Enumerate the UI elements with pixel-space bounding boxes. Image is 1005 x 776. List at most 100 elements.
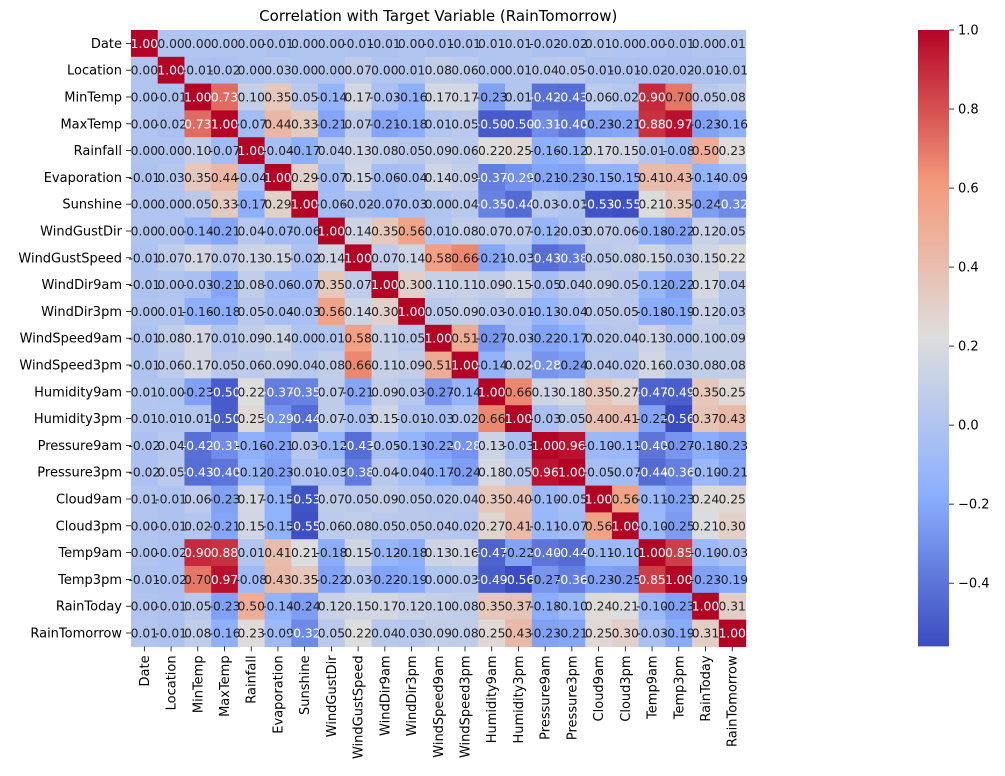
heatmap-cell <box>585 30 613 58</box>
cell-value-label: -0.23 <box>716 439 748 453</box>
cell-value-label: 0.17 <box>425 91 452 105</box>
cell-value-label: -0.29 <box>503 171 535 185</box>
heatmap-cell <box>184 217 212 245</box>
heatmap-cell <box>505 539 533 567</box>
cell-value-label: 0.00 <box>692 37 719 51</box>
cell-value-label: 0.41 <box>505 519 532 533</box>
cell-value-label: 0.35 <box>318 278 345 292</box>
cell-value-label: 0.02 <box>612 91 639 105</box>
cell-value-label: 0.37 <box>505 600 532 614</box>
cell-value-label: -0.23 <box>663 600 695 614</box>
cell-value-label: -0.06 <box>289 225 321 239</box>
cell-value-label: 0.05 <box>371 519 398 533</box>
cell-value-label: 0.01 <box>585 37 612 51</box>
cell-value-label: 0.35 <box>692 385 719 399</box>
heatmap-cell <box>638 566 666 594</box>
heatmap-cell <box>692 619 720 647</box>
heatmap-cell <box>638 298 666 326</box>
cell-value-label: 0.96 <box>531 466 559 480</box>
heatmap-cell <box>371 378 399 406</box>
cell-value-label: 0.05 <box>612 305 639 319</box>
y-tick-label: Location <box>67 64 122 79</box>
cell-value-label: 0.07 <box>318 412 345 426</box>
heatmap-cell <box>318 619 346 647</box>
heatmap-cell <box>531 190 560 219</box>
cell-value-label: 0.01 <box>505 37 532 51</box>
cell-value-label: 0.58 <box>344 332 371 346</box>
heatmap-cell <box>585 271 613 299</box>
cell-value-label: -0.01 <box>369 37 401 51</box>
heatmap-cell <box>344 56 373 85</box>
heatmap-cell <box>344 458 373 487</box>
cell-value-label: 0.23 <box>719 144 746 158</box>
heatmap-cell <box>531 217 560 245</box>
cell-value-label: -0.10 <box>636 519 668 533</box>
heatmap-cell <box>211 217 239 245</box>
heatmap-cell <box>291 56 319 85</box>
cell-value-label: 0.09 <box>451 305 478 319</box>
heatmap-cell <box>665 512 693 540</box>
heatmap-cell <box>611 378 640 406</box>
cell-value-label: 0.11 <box>451 278 478 292</box>
heatmap-cell <box>291 432 319 460</box>
cell-value-label: 0.56 <box>398 225 426 239</box>
heatmap-cell <box>264 271 292 299</box>
cell-value-label: 0.66 <box>451 251 479 265</box>
cell-value-label: 0.05 <box>238 305 265 319</box>
heatmap-cell <box>131 56 159 85</box>
heatmap-cell <box>291 378 319 406</box>
cell-value-label: -0.16 <box>235 439 267 453</box>
cell-value-label: 0.03 <box>531 198 558 212</box>
cell-value-label: -0.06 <box>315 198 347 212</box>
cell-value-label: -0.23 <box>182 385 214 399</box>
cell-value-label: 0.29 <box>264 198 291 212</box>
cell-value-label: -0.43 <box>342 439 374 453</box>
heatmap-cell <box>585 190 613 219</box>
cell-value-label: 0.03 <box>398 385 425 399</box>
y-tick-label: Sunshine <box>62 198 122 213</box>
heatmap-cell <box>211 298 239 326</box>
cell-value-label: 0.00 <box>157 225 184 239</box>
cell-value-label: 0.24 <box>692 493 720 507</box>
heatmap-cell <box>665 271 693 299</box>
cell-value-label: -0.07 <box>315 171 347 185</box>
cell-value-label: -0.02 <box>529 37 561 51</box>
heatmap-cell <box>264 324 292 353</box>
heatmap-cell <box>237 539 266 567</box>
heatmap-cell <box>665 324 693 353</box>
cell-value-label: 0.03 <box>478 305 505 319</box>
cell-value-label: -0.03 <box>556 225 588 239</box>
x-tick-label: Cloud9am <box>592 655 607 721</box>
cell-value-label: -0.35 <box>476 198 508 212</box>
heatmap-cell <box>211 378 239 406</box>
x-axis: Date Location MinTemp MaxTemp Rainfall Evapor… <box>138 646 741 759</box>
cell-value-label: -0.49 <box>663 385 695 399</box>
x-tick-label: Temp3pm <box>672 655 687 720</box>
cell-value-label: -0.16 <box>529 144 561 158</box>
cell-value-label: -0.35 <box>289 385 321 399</box>
cell-value-label: 0.01 <box>211 332 238 346</box>
cell-value-label: 0.06 <box>585 91 613 105</box>
cell-value-label: 0.30 <box>719 519 746 533</box>
heatmap-cell <box>451 217 479 245</box>
heatmap-cell <box>157 458 186 487</box>
heatmap-cell <box>131 271 159 299</box>
heatmap-cell <box>558 164 586 192</box>
heatmap-cell <box>478 137 506 165</box>
heatmap-cell <box>531 56 560 85</box>
heatmap-cell <box>451 378 479 406</box>
cell-value-label: 0.01 <box>425 117 452 131</box>
heatmap-cell <box>611 298 640 326</box>
cell-value-label: 0.43 <box>505 627 532 641</box>
cell-value-label: 0.15 <box>692 251 719 265</box>
heatmap-cell <box>638 271 666 299</box>
cell-value-label: -0.14 <box>690 171 722 185</box>
cell-value-label: -0.53 <box>583 198 615 212</box>
heatmap-cell <box>558 137 586 165</box>
cell-value-label: 0.09 <box>425 144 452 158</box>
heatmap-cell <box>718 405 747 433</box>
cell-value-label: 0.00 <box>371 64 398 78</box>
cell-value-label: 0.00 <box>131 546 158 560</box>
cell-value-label: 0.10 <box>184 144 211 158</box>
heatmap-cell <box>505 592 533 621</box>
